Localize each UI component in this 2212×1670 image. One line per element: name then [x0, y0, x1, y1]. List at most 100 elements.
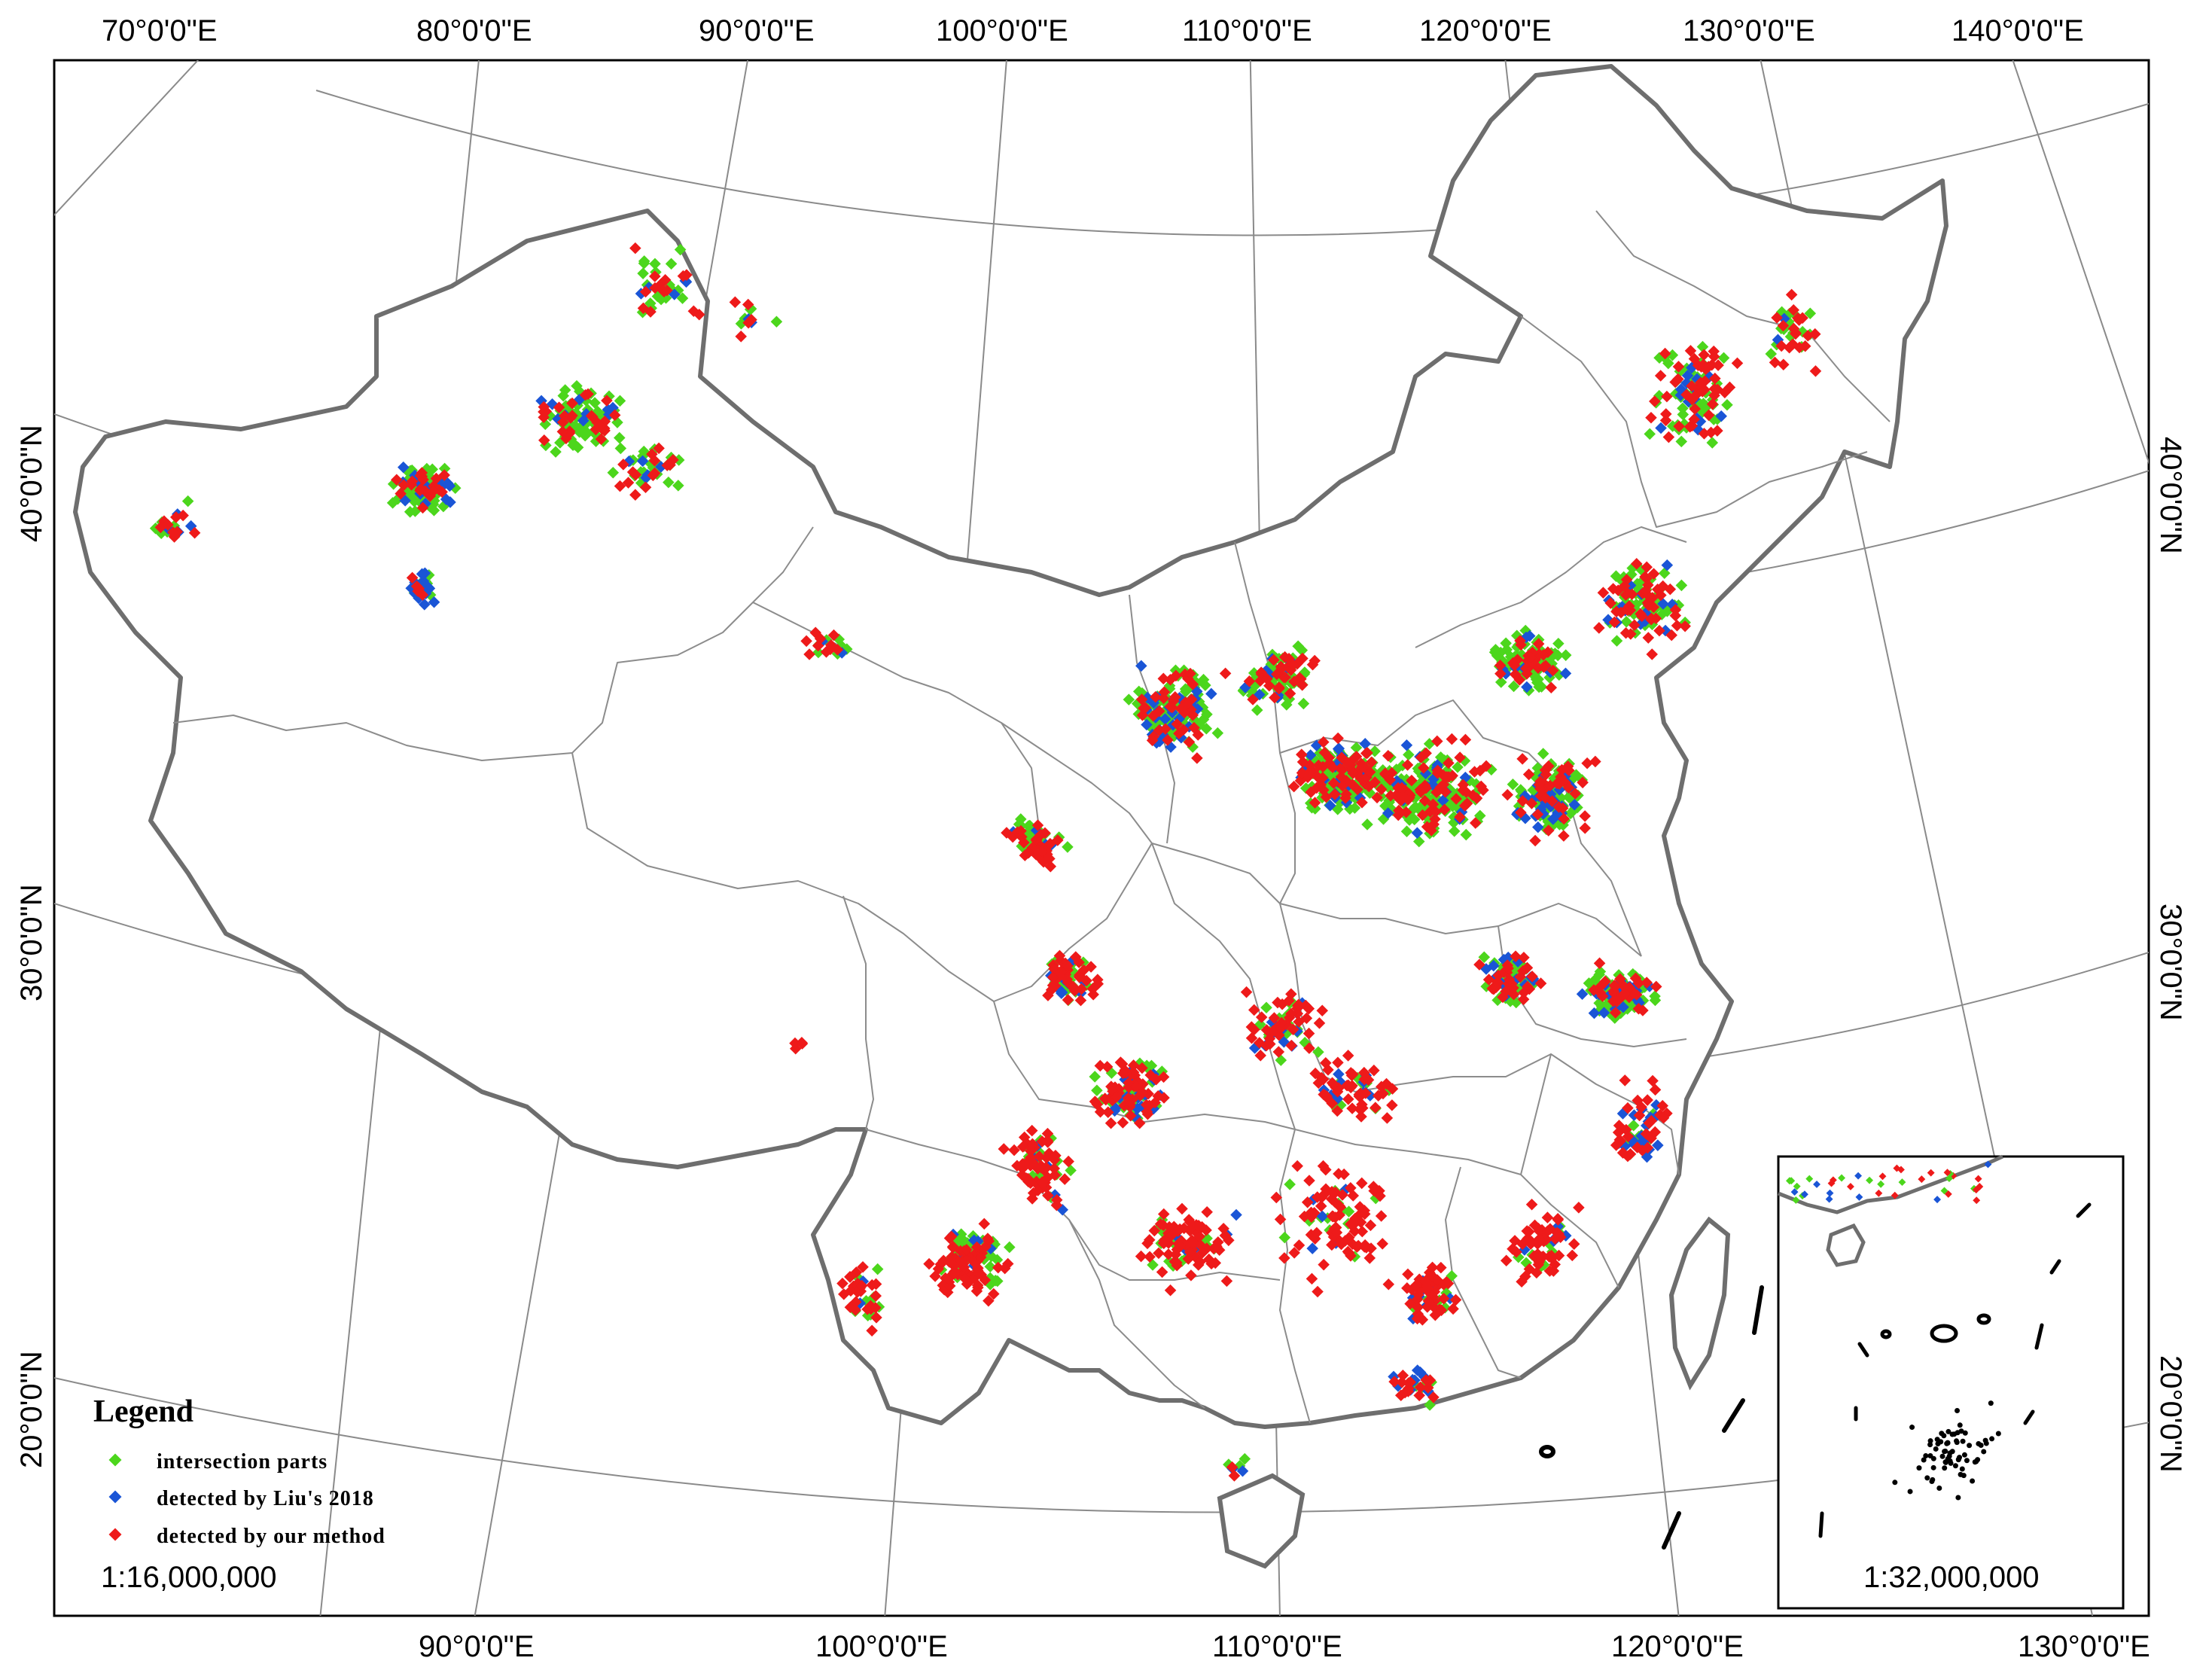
intersection-point — [1309, 803, 1321, 815]
our-method-point — [1332, 1056, 1344, 1069]
intersection-point — [1491, 649, 1504, 662]
liu2018-point — [1568, 798, 1581, 811]
intersection-point — [1478, 951, 1491, 964]
our-method-point — [1320, 1183, 1332, 1196]
intersection-point — [1200, 722, 1213, 735]
our-method-point — [1374, 1190, 1386, 1202]
our-method-point — [1196, 1246, 1208, 1259]
intersection-point — [1091, 1084, 1103, 1097]
top-lon-label: 130°0'0"E — [1683, 14, 1815, 47]
intersection-point — [571, 441, 584, 454]
our-method-point — [1649, 1083, 1662, 1096]
our-method-point — [540, 405, 553, 418]
our-method-point — [1150, 1073, 1162, 1086]
intersection-point — [438, 462, 451, 475]
our-method-point — [1568, 1238, 1580, 1251]
our-method-point — [1001, 827, 1013, 839]
our-method-point — [1154, 1217, 1167, 1230]
inset-speck — [1916, 1465, 1922, 1471]
our-method-point — [556, 425, 569, 438]
our-method-point — [1254, 1050, 1266, 1062]
inset-speck — [1942, 1459, 1948, 1465]
our-method-point — [1138, 702, 1150, 715]
liu2018-point — [636, 455, 649, 468]
our-method-point — [1502, 962, 1514, 974]
our-method-point — [870, 1290, 882, 1302]
our-method-point — [1609, 980, 1622, 993]
our-method-point — [1073, 956, 1085, 969]
liu2018-point — [1205, 687, 1217, 700]
our-method-point — [1552, 1214, 1565, 1226]
intersection-point — [1474, 809, 1486, 822]
our-method-point — [1278, 1252, 1290, 1264]
our-method-point — [1313, 1017, 1326, 1029]
our-method-point — [1415, 786, 1427, 798]
province-boundaries — [172, 210, 1891, 1424]
our-method-point — [1104, 1117, 1117, 1129]
intersection-point — [1004, 1241, 1016, 1254]
inset-speck — [1936, 1486, 1942, 1492]
liu2018-point — [1304, 749, 1317, 761]
intersection-point — [1201, 709, 1213, 721]
liu2018-point — [1236, 1464, 1249, 1477]
our-method-point — [1631, 1141, 1644, 1153]
bottom-lon-label: 90°0'0"E — [419, 1630, 535, 1663]
our-method-point — [1269, 691, 1281, 704]
inset-speck — [1967, 1443, 1973, 1449]
our-method-point — [1327, 777, 1340, 789]
our-method-point — [1321, 1091, 1333, 1104]
our-method-point — [1273, 681, 1285, 693]
inset-point — [1943, 1169, 1951, 1177]
our-method-point — [1315, 779, 1327, 791]
our-method-point — [1275, 663, 1288, 675]
our-method-point — [1647, 1074, 1659, 1087]
our-method-point — [1430, 806, 1442, 818]
our-method-point — [639, 481, 652, 494]
our-method-point — [1357, 761, 1370, 773]
our-method-point — [593, 419, 606, 432]
inset-speck — [1948, 1460, 1954, 1466]
our-method-point — [1579, 810, 1591, 822]
liu2018-point — [1652, 1139, 1664, 1151]
our-method-point — [1315, 1200, 1327, 1212]
our-method-point — [1553, 778, 1565, 790]
our-method-point — [1068, 983, 1080, 995]
intersection-point — [1199, 679, 1211, 691]
our-method-point — [1358, 1208, 1371, 1221]
intersection-point — [1361, 818, 1373, 830]
liu2018-point — [444, 496, 456, 508]
left-lat-labels: 40°0'0"N 30°0'0"N 20°0'0"N — [15, 425, 48, 1468]
inset-speck — [1962, 1430, 1968, 1436]
our-method-point — [1041, 1127, 1054, 1140]
our-method-point — [1531, 1266, 1543, 1279]
our-method-point — [1426, 1261, 1439, 1274]
our-method-point — [1379, 767, 1391, 779]
our-method-point — [1343, 1231, 1355, 1244]
liu2018-point — [1056, 987, 1068, 999]
liu2018-point — [1324, 800, 1336, 812]
our-method-point — [1136, 1086, 1149, 1099]
intersection-point — [614, 431, 626, 444]
inset-speck — [1957, 1422, 1963, 1428]
our-method-point — [1226, 1461, 1239, 1473]
meridian-70e — [54, 60, 200, 217]
our-method-point — [1558, 830, 1570, 842]
our-method-point — [1542, 824, 1555, 837]
our-method-point — [1381, 1112, 1394, 1124]
inset-speck — [1941, 1433, 1947, 1439]
our-method-point — [836, 1277, 849, 1290]
inset-speck — [1995, 1431, 2001, 1437]
our-method-point — [1062, 960, 1074, 972]
our-method-point — [812, 639, 824, 652]
our-method-point — [1342, 1093, 1354, 1105]
intersection-point — [1062, 841, 1074, 853]
our-method-point — [1285, 1007, 1297, 1020]
our-method-point — [1124, 1109, 1137, 1122]
our-method-point — [1322, 1064, 1334, 1076]
inset-speck — [1930, 1455, 1936, 1461]
our-method-point — [1089, 1096, 1101, 1108]
our-method-point — [1175, 702, 1187, 715]
hainan-island — [1217, 1473, 1306, 1569]
our-method-point — [1184, 667, 1196, 680]
our-method-point — [827, 629, 840, 641]
